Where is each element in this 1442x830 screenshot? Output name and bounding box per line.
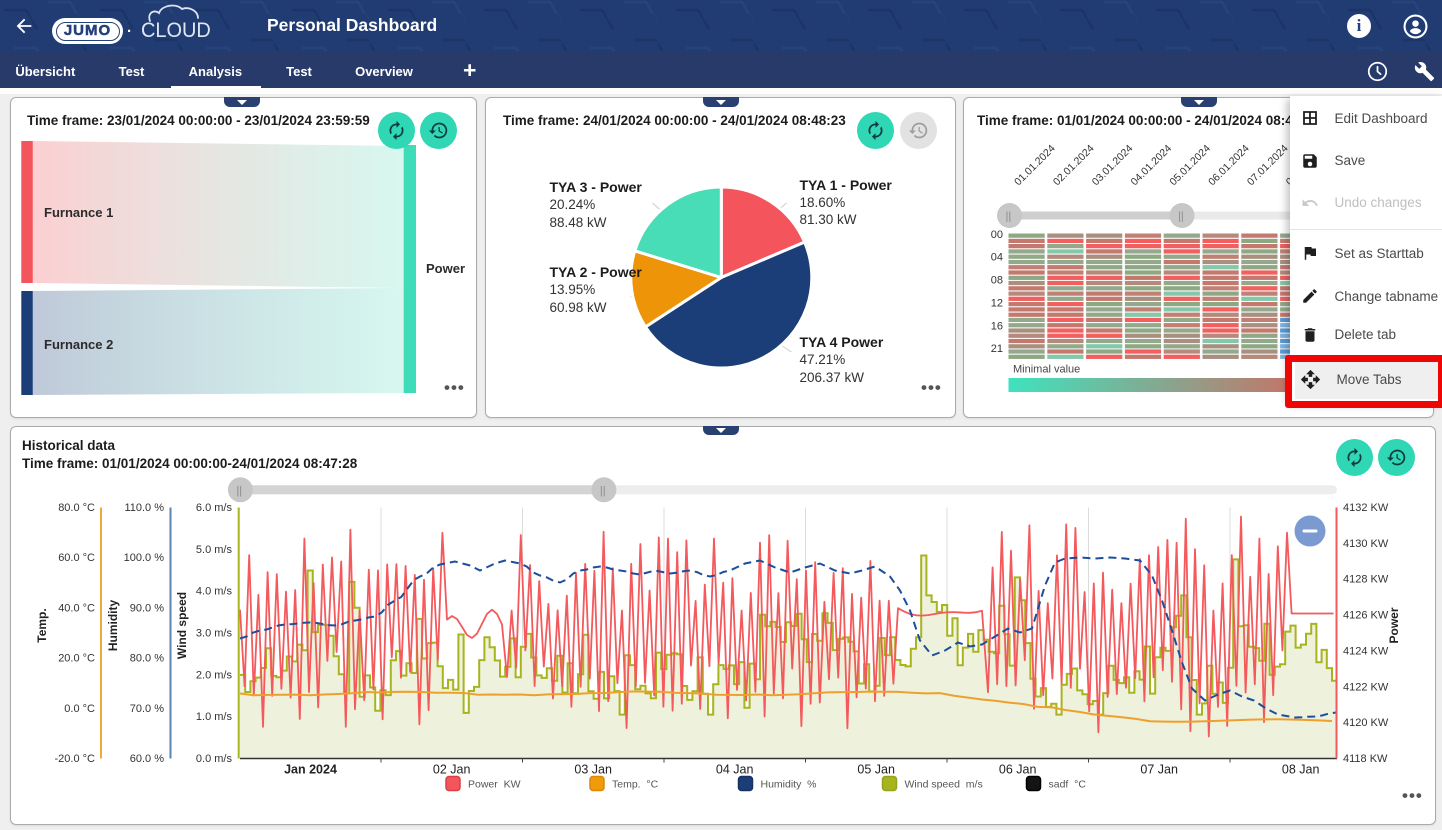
svg-text:06 Jan: 06 Jan bbox=[999, 762, 1037, 776]
svg-text:1.0 m/s: 1.0 m/s bbox=[196, 711, 233, 723]
svg-text:sadf °C: sadf °C bbox=[1049, 778, 1087, 790]
svg-text:3.0 m/s: 3.0 m/s bbox=[196, 627, 233, 639]
svg-text:40.0 °C: 40.0 °C bbox=[58, 602, 95, 614]
svg-text:04 Jan: 04 Jan bbox=[716, 762, 754, 776]
svg-text:0.0 m/s: 0.0 m/s bbox=[196, 753, 233, 765]
svg-text:60.0 %: 60.0 % bbox=[130, 753, 164, 765]
svg-text:08: 08 bbox=[991, 275, 1003, 287]
svg-text:100.0 %: 100.0 % bbox=[124, 552, 165, 564]
svg-text:4122 KW: 4122 KW bbox=[1343, 681, 1389, 693]
svg-text:13.95%: 13.95% bbox=[549, 282, 595, 297]
svg-text:07.01.2024: 07.01.2024 bbox=[1245, 142, 1291, 188]
svg-text:110.0 %: 110.0 % bbox=[124, 502, 164, 514]
svg-text:01.01.2024: 01.01.2024 bbox=[1012, 142, 1058, 188]
svg-text:Humidity: Humidity bbox=[106, 599, 120, 651]
svg-text:00: 00 bbox=[991, 229, 1003, 241]
svg-text:4.0 m/s: 4.0 m/s bbox=[196, 585, 233, 597]
svg-text:Power: Power bbox=[426, 261, 465, 276]
svg-text:Wind speed m/s: Wind speed m/s bbox=[905, 778, 983, 790]
svg-text:03.01.2024: 03.01.2024 bbox=[1090, 142, 1136, 188]
svg-text:Power KW: Power KW bbox=[468, 778, 521, 790]
svg-text:Wind speed: Wind speed bbox=[175, 591, 189, 658]
svg-text:80.0 °C: 80.0 °C bbox=[58, 502, 95, 514]
svg-text:18.60%: 18.60% bbox=[799, 195, 845, 210]
svg-text:81.30 kW: 81.30 kW bbox=[799, 212, 856, 227]
svg-text:0.0 °C: 0.0 °C bbox=[64, 702, 95, 714]
svg-text:||: || bbox=[600, 484, 606, 496]
svg-text:TYA 2 - Power: TYA 2 - Power bbox=[549, 264, 642, 280]
svg-text:||: || bbox=[236, 484, 242, 496]
svg-text:5.0 m/s: 5.0 m/s bbox=[196, 543, 233, 555]
svg-text:Temp. °C: Temp. °C bbox=[612, 778, 659, 790]
svg-text:4120 KW: 4120 KW bbox=[1343, 717, 1389, 729]
svg-text:05 Jan: 05 Jan bbox=[857, 762, 895, 776]
svg-text:88.48 kW: 88.48 kW bbox=[549, 215, 606, 230]
svg-text:02 Jan: 02 Jan bbox=[433, 762, 471, 776]
svg-text:02.01.2024: 02.01.2024 bbox=[1051, 142, 1097, 188]
svg-text:Jan 2024: Jan 2024 bbox=[284, 762, 337, 776]
svg-text:12: 12 bbox=[991, 298, 1003, 310]
svg-text:TYA 1 - Power: TYA 1 - Power bbox=[799, 177, 892, 193]
svg-text:4118 KW: 4118 KW bbox=[1343, 753, 1388, 765]
svg-text:70.0 %: 70.0 % bbox=[130, 702, 164, 714]
svg-text:4128 KW: 4128 KW bbox=[1343, 573, 1389, 585]
svg-text:206.37 kW: 206.37 kW bbox=[799, 370, 864, 385]
svg-text:20.0 °C: 20.0 °C bbox=[58, 652, 95, 664]
svg-text:TYA 3 - Power: TYA 3 - Power bbox=[549, 179, 642, 195]
svg-text:06.01.2024: 06.01.2024 bbox=[1206, 142, 1252, 188]
svg-text:Temp.: Temp. bbox=[35, 608, 49, 642]
svg-text:21: 21 bbox=[991, 343, 1003, 355]
svg-text:16: 16 bbox=[991, 321, 1003, 333]
svg-text:4130 KW: 4130 KW bbox=[1343, 537, 1389, 549]
svg-text:||: || bbox=[1178, 211, 1184, 223]
svg-text:03 Jan: 03 Jan bbox=[574, 762, 612, 776]
svg-text:4124 KW: 4124 KW bbox=[1343, 645, 1389, 657]
svg-text:-20.0 °C: -20.0 °C bbox=[55, 753, 96, 765]
svg-text:Furnance 2: Furnance 2 bbox=[44, 337, 113, 352]
svg-text:6.0 m/s: 6.0 m/s bbox=[196, 502, 233, 514]
svg-text:4132 KW: 4132 KW bbox=[1343, 502, 1389, 514]
svg-text:47.21%: 47.21% bbox=[799, 352, 845, 367]
svg-text:04: 04 bbox=[991, 252, 1003, 264]
svg-text:||: || bbox=[1006, 211, 1012, 223]
svg-text:05.01.2024: 05.01.2024 bbox=[1167, 142, 1213, 188]
svg-text:TYA 4 Power: TYA 4 Power bbox=[799, 334, 883, 350]
svg-text:Furnance 1: Furnance 1 bbox=[44, 205, 113, 220]
svg-text:20.24%: 20.24% bbox=[549, 197, 595, 212]
svg-text:2.0 m/s: 2.0 m/s bbox=[196, 669, 233, 681]
svg-text:80.0 %: 80.0 % bbox=[130, 652, 164, 664]
svg-text:Humidity %: Humidity % bbox=[761, 778, 817, 790]
svg-text:07 Jan: 07 Jan bbox=[1140, 762, 1178, 776]
svg-text:Power: Power bbox=[1387, 607, 1401, 643]
svg-text:4126 KW: 4126 KW bbox=[1343, 609, 1389, 621]
svg-text:04.01.2024: 04.01.2024 bbox=[1129, 142, 1175, 188]
svg-text:60.0 °C: 60.0 °C bbox=[58, 552, 95, 564]
svg-text:90.0 %: 90.0 % bbox=[130, 602, 164, 614]
svg-text:60.98 kW: 60.98 kW bbox=[549, 300, 606, 315]
svg-text:Minimal value: Minimal value bbox=[1013, 364, 1080, 376]
svg-text:08 Jan: 08 Jan bbox=[1282, 762, 1320, 776]
